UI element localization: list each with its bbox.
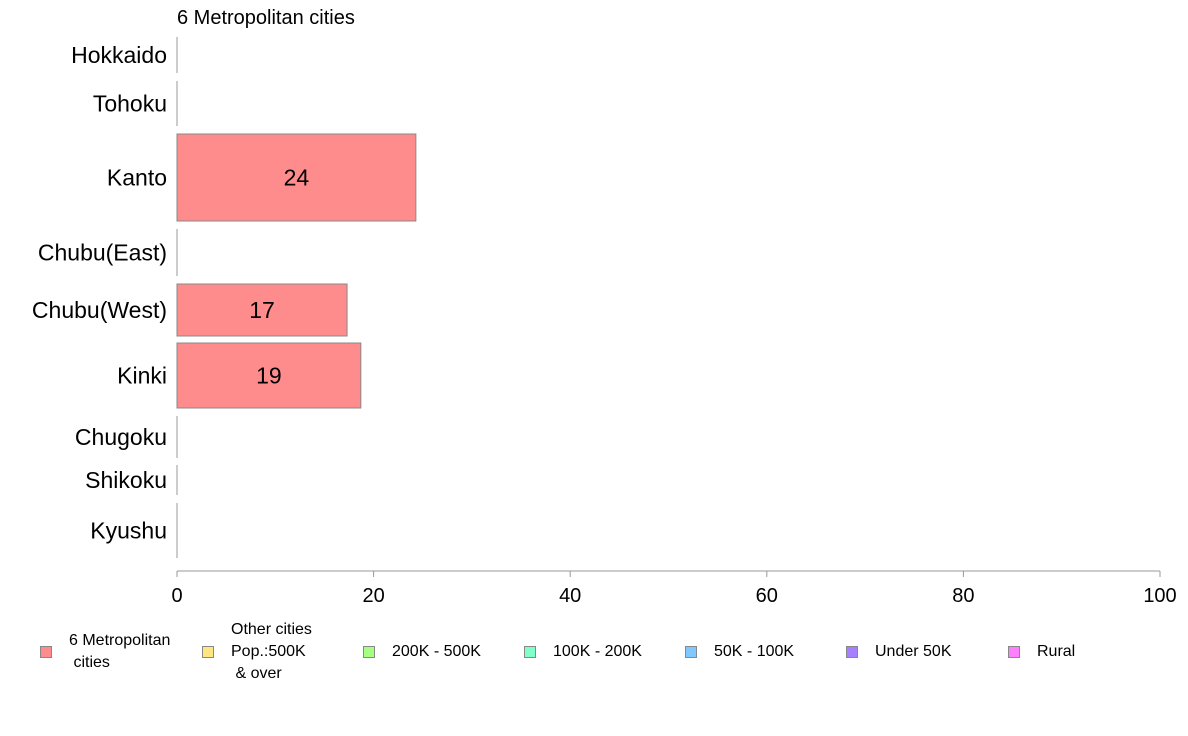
- bar: [176, 133, 417, 222]
- x-axis-tick-label: 40: [559, 585, 581, 607]
- x-axis-tick-label: 0: [171, 585, 182, 607]
- legend-swatch: [40, 646, 52, 658]
- legend-item: Other cities Pop.:500K & over: [202, 620, 312, 684]
- category-label: Tohoku: [93, 91, 167, 117]
- legend-label: Rural: [1037, 643, 1076, 660]
- legend-item: Rural: [1008, 620, 1075, 684]
- category-label: Chubu(West): [32, 297, 167, 323]
- bar-value-label: 17: [249, 297, 275, 323]
- category-label: Kanto: [107, 165, 167, 191]
- bar-value-label: 19: [256, 363, 282, 389]
- category-label: Chubu(East): [38, 240, 167, 266]
- legend: 6 Metropolitan cities Other cities Pop.:5…: [0, 620, 1188, 690]
- legend-swatch: [685, 646, 697, 658]
- chart-title: 6 Metropolitan cities: [177, 7, 355, 29]
- legend-label: Under 50K: [875, 643, 952, 660]
- x-axis-tick-label: 20: [362, 585, 384, 607]
- x-axis-tick-label: 100: [1143, 585, 1176, 607]
- category-label: Chugoku: [75, 424, 167, 450]
- category-label: Kinki: [117, 363, 167, 389]
- legend-label: 200K - 500K: [392, 643, 481, 660]
- category-label: Hokkaido: [71, 42, 167, 68]
- legend-label: Other cities Pop.:500K & over: [231, 621, 312, 682]
- legend-item: 50K - 100K: [685, 620, 794, 684]
- x-axis-tick-label: 80: [952, 585, 974, 607]
- legend-swatch: [202, 646, 214, 658]
- bar: [176, 283, 348, 337]
- legend-swatch: [1008, 646, 1020, 658]
- legend-item: 6 Metropolitan cities: [40, 620, 170, 684]
- x-axis-tick-label: 60: [756, 585, 778, 607]
- bar-chart: Hokkaido Tohoku Kanto 24 Chubu(East) Chubu(We…: [32, 37, 1177, 607]
- category-label: Shikoku: [85, 467, 167, 493]
- legend-item: 100K - 200K: [524, 620, 642, 684]
- legend-label: 50K - 100K: [714, 643, 795, 660]
- legend-swatch: [524, 646, 536, 658]
- legend-label: 100K - 200K: [553, 643, 642, 660]
- bar-value-label: 24: [284, 165, 310, 191]
- legend-item: 200K - 500K: [363, 620, 481, 684]
- legend-item: Under 50K: [846, 620, 952, 684]
- legend-swatch: [846, 646, 858, 658]
- legend-label: 6 Metropolitan cities: [69, 632, 171, 671]
- legend-swatch: [363, 646, 375, 658]
- category-label: Kyushu: [90, 518, 167, 544]
- bar: [176, 342, 362, 409]
